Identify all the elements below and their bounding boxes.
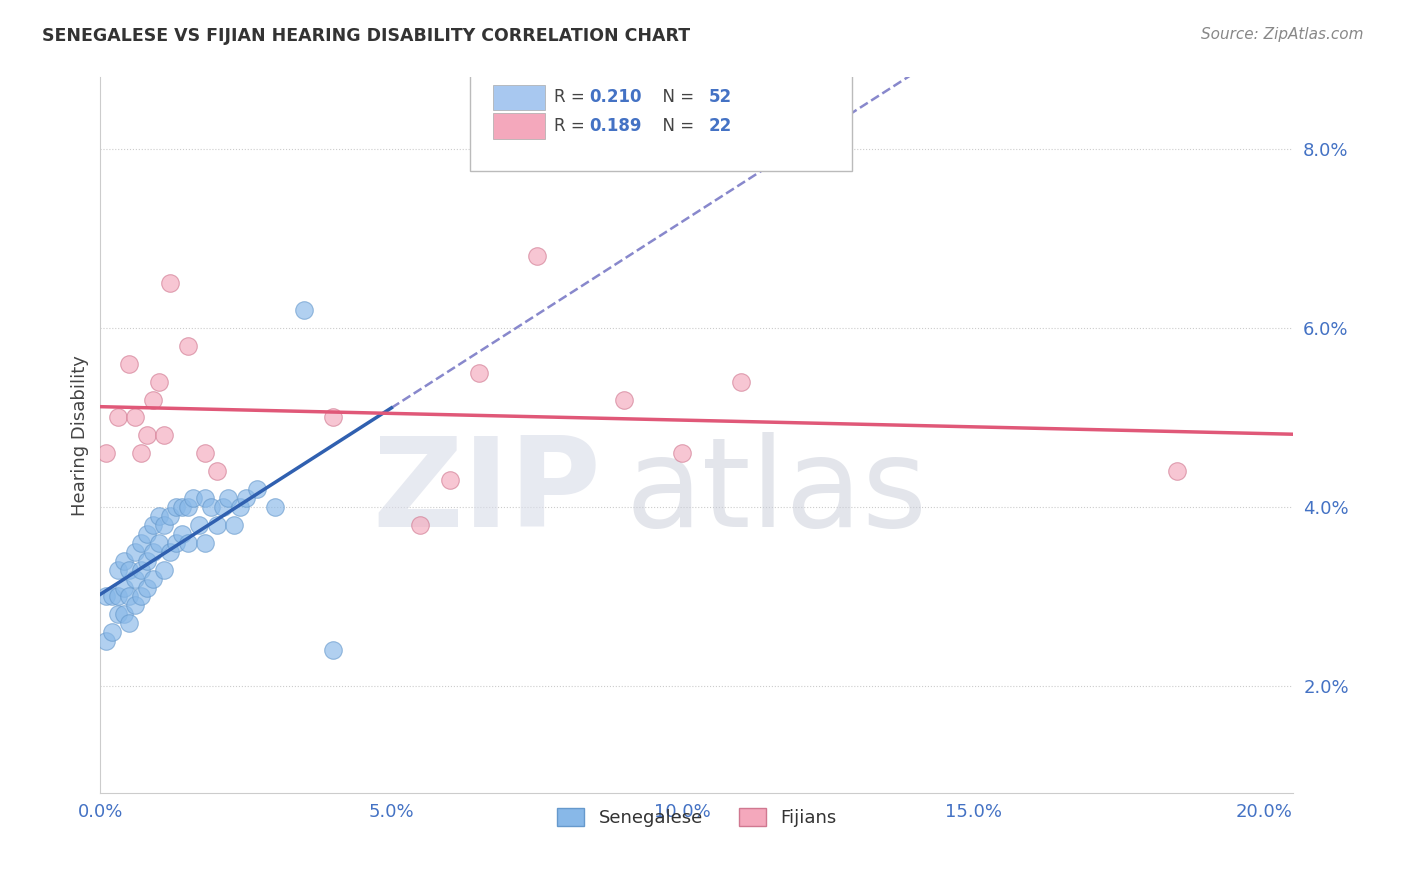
Point [165,500,187,514]
Legend: Senegalese, Fijians: Senegalese, Fijians [550,801,844,834]
Point [153,428,176,442]
Point [153,563,176,577]
Point [142,572,165,586]
Point [467,366,489,380]
Point [124,545,146,559]
Text: ZIP: ZIP [373,432,602,553]
Point [101,625,124,640]
Text: R =: R = [554,117,589,135]
Point [170,500,193,514]
Text: Source: ZipAtlas.com: Source: ZipAtlas.com [1201,27,1364,42]
Point [1166,464,1188,478]
Point [217,491,239,505]
Point [148,508,170,523]
Text: N =: N = [651,88,699,106]
Point [124,599,146,613]
Point [200,500,222,514]
Point [135,526,157,541]
Point [159,508,181,523]
Point [135,581,157,595]
Point [112,581,135,595]
Point [170,526,193,541]
Y-axis label: Hearing Disability: Hearing Disability [72,355,89,516]
Point [176,339,198,353]
Point [153,517,176,532]
Point [107,410,129,425]
Point [135,554,157,568]
Point [159,545,181,559]
Point [107,563,129,577]
Point [135,428,157,442]
Point [124,572,146,586]
Point [129,446,152,460]
Point [142,545,165,559]
Point [292,303,315,318]
Point [526,249,548,263]
Point [142,392,165,407]
Text: N =: N = [651,117,699,135]
Point [205,517,228,532]
Point [224,517,246,532]
Point [264,500,287,514]
Point [129,590,152,604]
Point [188,517,211,532]
Point [165,535,187,549]
Point [194,535,217,549]
Point [322,410,344,425]
Point [205,464,228,478]
Point [246,482,269,496]
Point [129,563,152,577]
Point [112,554,135,568]
Text: 0.189: 0.189 [589,117,643,135]
Point [229,500,252,514]
Point [176,500,198,514]
Point [235,491,257,505]
Point [107,607,129,622]
Point [671,446,693,460]
Point [142,517,165,532]
Point [159,277,181,291]
Text: 0.210: 0.210 [589,88,643,106]
Point [148,375,170,389]
FancyBboxPatch shape [494,85,546,111]
Point [101,590,124,604]
Point [613,392,636,407]
Text: SENEGALESE VS FIJIAN HEARING DISABILITY CORRELATION CHART: SENEGALESE VS FIJIAN HEARING DISABILITY … [42,27,690,45]
Text: atlas: atlas [626,432,928,553]
Point [194,491,217,505]
Point [118,357,141,371]
Point [211,500,233,514]
Point [148,535,170,549]
FancyBboxPatch shape [494,113,546,139]
Point [129,535,152,549]
Text: 52: 52 [709,88,733,106]
Point [118,590,141,604]
Point [322,643,344,657]
Point [409,517,432,532]
Point [96,446,118,460]
Point [124,410,146,425]
Point [118,616,141,631]
Text: R =: R = [554,88,589,106]
Point [176,535,198,549]
Point [112,607,135,622]
Point [118,563,141,577]
Point [183,491,205,505]
FancyBboxPatch shape [470,70,852,170]
Point [730,375,752,389]
Point [96,634,118,648]
Point [96,590,118,604]
Point [439,473,461,487]
Text: 22: 22 [709,117,733,135]
Point [194,446,217,460]
Point [107,590,129,604]
